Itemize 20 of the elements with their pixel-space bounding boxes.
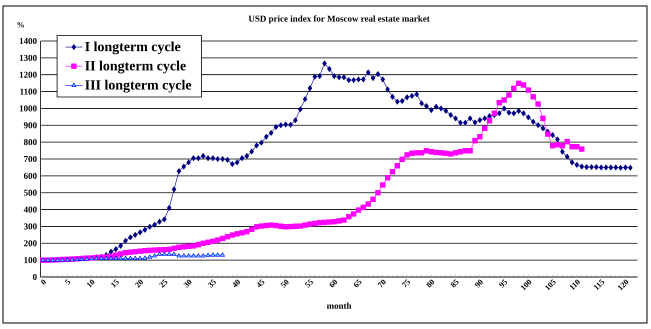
y-tick-label: 300 bbox=[24, 223, 37, 230]
y-tick-label: 100 bbox=[24, 257, 37, 264]
legend-label: II longterm cycle bbox=[85, 60, 186, 74]
y-tick-label: 900 bbox=[24, 122, 37, 128]
chart-title: USD price index for Moscow real estate market bbox=[248, 15, 430, 24]
y-tick-label: 0 bbox=[32, 274, 37, 280]
legend-label: III longterm cycle bbox=[85, 80, 192, 93]
y-tick-label: 1400 bbox=[20, 38, 37, 44]
y-tick-label: 1000 bbox=[20, 105, 37, 112]
y-tick-label: 1300 bbox=[20, 54, 37, 61]
y-tick-label: 600 bbox=[24, 172, 37, 179]
y-tick-label: 400 bbox=[24, 206, 37, 213]
x-axis-title: month bbox=[326, 302, 352, 309]
y-tick-label: 800 bbox=[24, 139, 37, 146]
y-tick-label: 200 bbox=[24, 240, 37, 246]
y-tick-label: 1100 bbox=[20, 88, 37, 95]
y-tick-label: 500 bbox=[24, 190, 37, 196]
y-tick-label: 700 bbox=[24, 156, 37, 162]
y-tick-label: 1200 bbox=[20, 72, 37, 78]
legend-label: I longterm cycle bbox=[85, 41, 180, 54]
